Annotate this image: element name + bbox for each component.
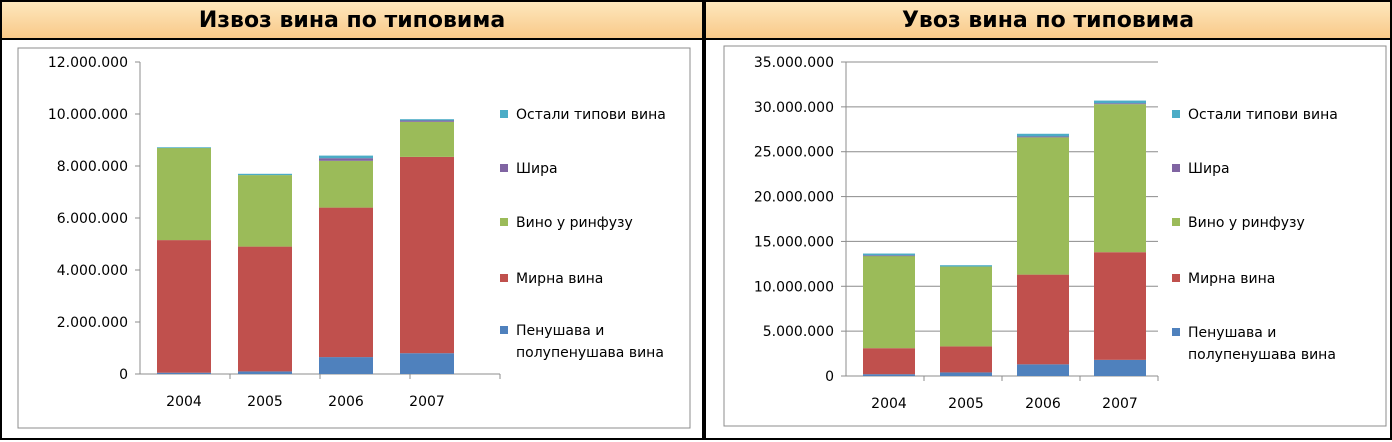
import-x-tick-label: 2007 [1102, 396, 1138, 412]
export-legend-label: Остали типови вина [516, 107, 666, 123]
import-bar-segment-other [863, 253, 915, 256]
import-bar-segment-still [863, 348, 915, 375]
import-y-tick-label: 25.000.000 [754, 145, 834, 161]
export-bar-segment-other [400, 119, 454, 121]
export-chart: 0 2.000.000 4.000.000 6.000.000 8.000.000 10.… [17, 47, 691, 429]
export-bar-segment-sparkling [319, 357, 373, 374]
import-bar-segment-must [863, 255, 915, 257]
export-legend-swatch-sparkling [500, 326, 508, 334]
import-bar-segment-still [1094, 252, 1146, 360]
export-bar-segment-still [319, 207, 373, 358]
import-bar-segment-bulk [1017, 137, 1069, 275]
export-legend-label: Вино у ринфузу [516, 215, 633, 231]
import-legend-swatch-sparkling [1172, 328, 1180, 336]
import-chart: 0 5.000.000 10.000.000 15.000.000 20.000.000… [723, 45, 1387, 427]
import-bar-segment-still [940, 346, 992, 373]
export-bar-segment-still [157, 240, 211, 373]
import-chart-frame: 0 5.000.000 10.000.000 15.000.000 20.000.000… [706, 42, 1390, 438]
import-y-tick-label: 20.000.000 [754, 190, 834, 206]
export-bar-segment-still [238, 246, 292, 372]
import-legend-label: Вино у ринфузу [1188, 215, 1305, 231]
import-x-tick-label: 2005 [948, 396, 984, 412]
import-y-tick-label: 0 [825, 369, 834, 385]
export-legend-swatch-other [500, 110, 508, 118]
import-bar-segment-bulk [940, 266, 992, 347]
export-y-tick-label: 0 [119, 367, 128, 383]
export-y-tick-label: 4.000.000 [57, 263, 128, 279]
export-bar-segment-bulk [157, 147, 211, 241]
export-x-tick-label: 2005 [247, 394, 283, 410]
export-x-tick-label: 2004 [166, 394, 202, 410]
export-bar-segment-other [157, 147, 211, 149]
export-y-tick-label: 2.000.000 [57, 315, 128, 331]
import-bar-segment-must [1017, 136, 1069, 138]
import-bar-segment-bulk [1094, 104, 1146, 253]
export-y-tick-label: 8.000.000 [57, 159, 128, 175]
import-chart-panel: Увоз вина по типовима 0 5.000.000 10.000.0… [704, 0, 1392, 440]
export-bar-segment-bulk [400, 121, 454, 157]
export-x-tick-label: 2007 [409, 394, 445, 410]
import-bar-segment-sparkling [940, 372, 992, 376]
import-y-tick-label: 35.000.000 [754, 55, 834, 71]
import-bar-segment-other [1017, 133, 1069, 137]
import-chart-title: Увоз вина по типовима [706, 2, 1390, 40]
import-legend-label: Мирна вина [1188, 271, 1275, 287]
import-bar-segment-sparkling [1094, 359, 1146, 376]
export-bar-segment-other [319, 155, 373, 159]
import-legend-label: Шира [1188, 161, 1230, 177]
export-y-tick-label: 6.000.000 [57, 211, 128, 227]
import-legend-label: Пенушава и [1188, 325, 1276, 341]
import-x-tick-label: 2006 [1025, 396, 1061, 412]
import-bar-segment-sparkling [863, 374, 915, 376]
export-legend-label: Шира [516, 161, 558, 177]
import-x-tick-label: 2004 [871, 396, 907, 412]
export-legend-swatch-must [500, 164, 508, 172]
export-bar-segment-sparkling [400, 353, 454, 374]
import-bar-segment-other [1094, 100, 1146, 104]
export-bar-segment-still [400, 156, 454, 354]
export-bar-segment-bulk [238, 175, 292, 247]
export-y-tick-label: 12.000.000 [48, 55, 128, 71]
export-bar-segment-sparkling [157, 372, 211, 374]
import-legend-swatch-bulk [1172, 218, 1180, 226]
import-legend-label: Остали типови вина [1188, 107, 1338, 123]
export-legend-swatch-bulk [500, 218, 508, 226]
export-chart-panel: Извоз вина по типовима 0 2.000.000 4.000.0… [0, 0, 704, 440]
import-y-tick-label: 30.000.000 [754, 100, 834, 116]
import-y-tick-label: 15.000.000 [754, 234, 834, 250]
import-legend-label: полупенушава вина [1188, 347, 1336, 363]
export-bar-segment-must [319, 158, 373, 161]
import-legend-swatch-must [1172, 164, 1180, 172]
export-legend-label: Пенушава и [516, 323, 604, 339]
export-legend-label: Мирна вина [516, 271, 603, 287]
import-bar-segment-still [1017, 274, 1069, 365]
export-legend-label: полупенушава вина [516, 345, 664, 361]
export-chart-title: Извоз вина по типовима [2, 2, 702, 40]
import-bar-segment-must [1094, 103, 1146, 105]
import-legend-swatch-still [1172, 274, 1180, 282]
export-x-tick-label: 2006 [328, 394, 364, 410]
export-bar-segment-must [400, 120, 454, 122]
export-bar-segment-bulk [319, 160, 373, 208]
export-legend-swatch-still [500, 274, 508, 282]
import-bar-segment-bulk [863, 255, 915, 349]
export-chart-frame: 0 2.000.000 4.000.000 6.000.000 8.000.000 10.… [2, 42, 702, 438]
import-bar-segment-other [940, 265, 992, 267]
import-y-tick-label: 10.000.000 [754, 279, 834, 295]
export-y-tick-label: 10.000.000 [48, 107, 128, 123]
export-bar-segment-other [238, 173, 292, 176]
import-y-tick-label: 5.000.000 [763, 324, 834, 340]
export-bar-segment-sparkling [238, 371, 292, 374]
import-legend-swatch-other [1172, 110, 1180, 118]
import-bar-segment-sparkling [1017, 364, 1069, 376]
